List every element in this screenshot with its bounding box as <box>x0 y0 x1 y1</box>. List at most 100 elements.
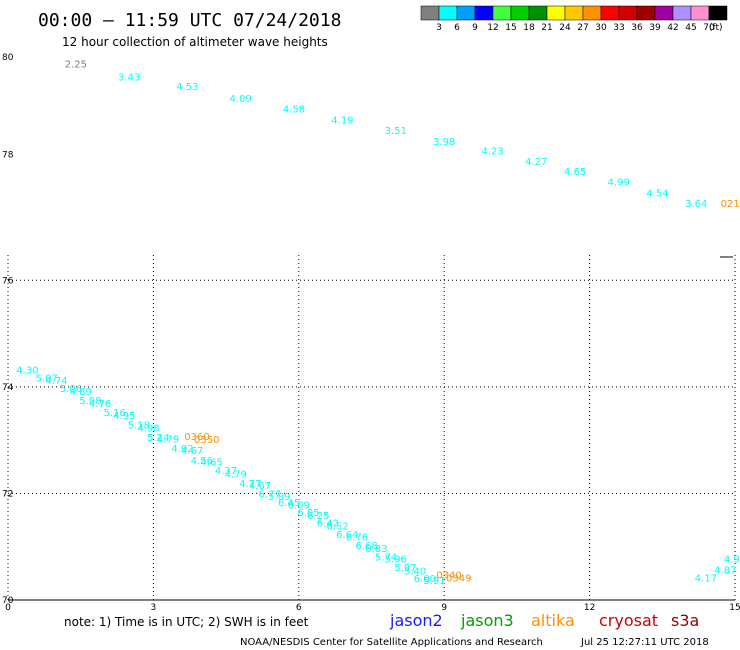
footer-timestamp: Jul 25 12:27:11 UTC 2018 <box>580 637 709 648</box>
chart-subtitle: 12 hour collection of altimeter wave hei… <box>62 35 328 49</box>
x-tick-label: 12 <box>584 603 595 613</box>
wave-height-label: 6.00 <box>414 574 436 585</box>
wave-height-label: 6.83 <box>365 544 387 555</box>
wave-height-label: 4.37 <box>215 466 237 477</box>
color-swatch <box>636 5 656 21</box>
color-scale-tick: 70 <box>703 23 715 33</box>
color-swatch <box>456 5 476 21</box>
color-swatch <box>672 5 692 21</box>
wave-height-label: 6.68 <box>356 541 378 552</box>
wave-height-label: 5.74 <box>375 553 397 564</box>
wave-height-label: 4.65 <box>564 167 586 178</box>
color-swatch <box>528 5 548 21</box>
color-scale-tick: 39 <box>649 23 661 33</box>
wave-height-label: 5.06 <box>60 384 82 395</box>
y-tick-label: 80 <box>2 53 14 63</box>
wave-height-label: 4.98 <box>137 424 159 435</box>
color-scale-tick: 12 <box>487 23 498 33</box>
satellite-legend: jason2 jason3 altika cryosat s3a <box>389 611 699 630</box>
wave-height-label: 5.08 <box>79 396 101 407</box>
x-tick-label: 15 <box>729 603 740 613</box>
color-swatch <box>708 5 728 21</box>
wave-height-label: 6.42 <box>317 518 339 529</box>
wave-height-label: 5.96 <box>385 555 407 566</box>
wave-height-label: 2.25 <box>65 60 87 71</box>
wave-height-label: 3.51 <box>385 126 407 137</box>
wave-height-label: 6.45 <box>278 498 300 509</box>
color-swatch <box>546 5 566 21</box>
color-swatch <box>420 5 440 21</box>
wave-height-label: 0360 <box>184 432 209 443</box>
wave-height-label: 4.92 <box>724 555 740 566</box>
wave-height-label: 4.65 <box>200 458 222 469</box>
color-scale-tick: 33 <box>613 23 624 33</box>
color-swatch <box>690 5 710 21</box>
x-tick-label: 0 <box>5 603 11 613</box>
wave-height-label: 4.67 <box>249 481 271 492</box>
color-scale-unit: (ft) <box>709 23 723 33</box>
wave-height-label: 6.76 <box>346 532 368 543</box>
wave-height-label: 4.89 <box>70 387 92 398</box>
color-scale-tick: 36 <box>631 23 643 33</box>
wave-height-label: 0349 <box>446 573 471 584</box>
x-tick-label: 6 <box>296 603 302 613</box>
color-swatch <box>474 5 494 21</box>
wave-height-label: 4.58 <box>283 105 305 116</box>
wave-height-label: 5.97 <box>394 563 416 574</box>
wave-height-label: 021 <box>721 199 740 210</box>
legend-jason3: jason3 <box>460 611 514 630</box>
color-swatch <box>618 5 638 21</box>
bottom-panel: 0 3 6 9 12 15 76 74 72 70 4.305.074.745.064.895.08… <box>2 255 740 613</box>
wave-height-label: 4.19 <box>331 115 353 126</box>
wave-height-label: 5.07 <box>36 374 58 385</box>
color-scale-tick: 15 <box>505 23 516 33</box>
color-swatch <box>582 5 602 21</box>
color-scale-tick: 30 <box>595 23 607 33</box>
wave-height-label: 5.16 <box>103 408 125 419</box>
wave-height-label: 4.95 <box>113 411 135 422</box>
wave-height-label: 4.87 <box>714 565 736 576</box>
chart-title: 00:00 – 11:59 UTC 07/24/2018 <box>38 10 341 31</box>
color-scale-tick: 9 <box>472 23 478 33</box>
wave-height-label: 3.64 <box>685 199 707 210</box>
x-tick-label: 3 <box>151 603 157 613</box>
y-tick-label: 70 <box>2 596 14 606</box>
color-scale-tick: 21 <box>541 23 552 33</box>
y-tick-label: 78 <box>2 151 14 161</box>
wave-height-label: 4.56 <box>191 456 213 467</box>
wave-height-label: 5.91 <box>423 576 445 587</box>
y-tick-label: 76 <box>2 276 14 286</box>
color-scale-tick: 6 <box>454 23 460 33</box>
wave-height-label: 4.79 <box>157 434 179 445</box>
color-swatch <box>438 5 458 21</box>
wave-height-label: 4.17 <box>695 573 717 584</box>
wave-height-label: 3.98 <box>433 137 455 148</box>
legend-cryosat: cryosat <box>599 611 658 630</box>
wave-height-label: 4.27 <box>525 157 547 168</box>
color-scale-tick: 24 <box>559 23 571 33</box>
wave-height-label: 6.25 <box>307 511 329 522</box>
wave-height-label: 6.52 <box>326 522 348 533</box>
y-tick-label: 74 <box>2 383 14 393</box>
wave-height-label: 6.64 <box>336 530 358 541</box>
wave-height-label: 4.77 <box>239 479 261 490</box>
color-swatch <box>492 5 512 21</box>
wave-height-label: 4.74 <box>45 376 67 387</box>
wave-height-label: 4.79 <box>225 469 247 480</box>
color-swatch <box>564 5 584 21</box>
wave-height-label: 6.77 <box>259 490 281 501</box>
wave-height-label: 4.99 <box>608 178 630 189</box>
wave-height-label: 4.76 <box>89 399 111 410</box>
wave-height-label: 4.09 <box>230 94 252 105</box>
legend-altika: altika <box>531 611 575 630</box>
footer-credit: NOAA/NESDIS Center for Satellite Applica… <box>240 637 543 648</box>
color-swatch <box>600 5 620 21</box>
wave-height-label: 5.18 <box>128 420 150 431</box>
wave-height-label: 4.67 <box>181 446 203 457</box>
color-scale-tick: 27 <box>577 23 588 33</box>
top-panel: 80 78 2.25 3.43 4.53 4.09 4.58 4.19 3.51 3.98 4.23… <box>2 53 740 210</box>
wave-height-label: 0350 <box>194 435 219 446</box>
wave-height-label: 5.24 <box>147 433 169 444</box>
color-scale-tick: 45 <box>685 23 696 33</box>
